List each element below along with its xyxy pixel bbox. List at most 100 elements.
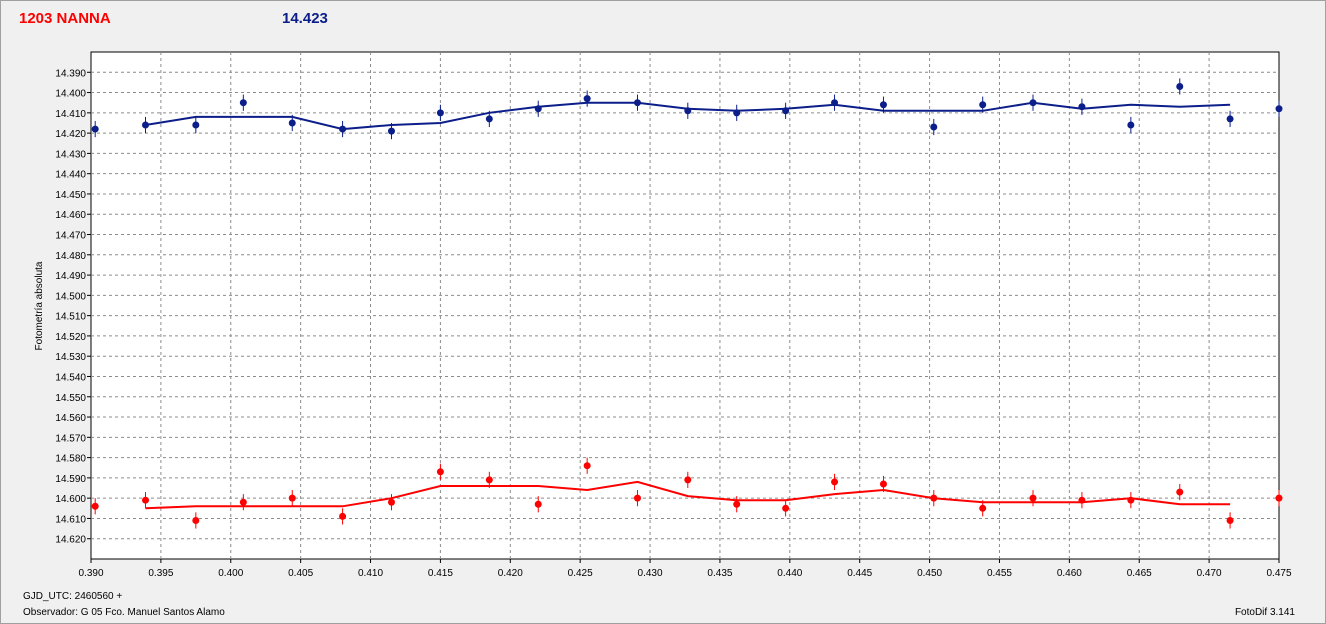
x-tick-label: 0.460 [1057,568,1082,579]
y-tick-label: 14.550 [55,393,86,404]
data-point [288,494,296,502]
y-tick-label: 14.610 [55,514,86,525]
fit-line-series-2 [145,480,1231,510]
x-tick-label: 0.455 [987,568,1012,579]
x-tick-label: 0.405 [288,568,313,579]
x-tick-label: 0.435 [707,568,732,579]
data-point [930,494,938,502]
data-point [733,109,741,117]
observer-label: Observador: G 05 Fco. Manuel Santos Alam… [23,607,225,618]
y-tick-label: 14.480 [55,251,86,262]
x-tick-label: 0.395 [148,568,173,579]
data-point [485,476,493,484]
y-tick-label: 14.530 [55,352,86,363]
x-tick-label: 0.470 [1197,568,1222,579]
y-tick-label: 14.420 [55,129,86,140]
data-point [1029,494,1037,502]
data-point [1275,105,1283,113]
data-point [633,99,641,107]
data-point [192,121,200,129]
y-tick-label: 14.410 [55,109,86,120]
data-point [684,107,692,115]
data-point [1226,115,1234,123]
y-tick-label: 14.500 [55,291,86,302]
data-point [485,115,493,123]
y-tick-label: 14.400 [55,89,86,100]
y-tick-label: 14.430 [55,149,86,160]
data-point [782,504,790,512]
data-point [534,105,542,113]
y-tick-label: 14.580 [55,454,86,465]
data-point [979,101,987,109]
data-point [436,109,444,117]
x-tick-label: 0.420 [498,568,523,579]
data-point [534,500,542,508]
x-tick-label: 0.475 [1266,568,1291,579]
data-point [583,462,591,470]
y-tick-label: 14.600 [55,494,86,505]
y-tick-label: 14.620 [55,535,86,546]
grid [91,52,1279,559]
x-tick-label: 0.415 [428,568,453,579]
gjd-label: GJD_UTC: 2460560 + [23,591,123,602]
y-tick-label: 14.510 [55,312,86,323]
data-point [1176,82,1184,90]
data-point [879,480,887,488]
x-tick-label: 0.440 [777,568,802,579]
y-tick-label: 14.490 [55,271,86,282]
y-tick-label: 14.450 [55,190,86,201]
plot-area [90,51,1280,560]
y-tick-label: 14.520 [55,332,86,343]
data-point [1127,121,1135,129]
data-point [91,502,99,510]
y-tick-label: 14.460 [55,210,86,221]
y-tick-label: 14.440 [55,170,86,181]
data-point [192,516,200,524]
data-point [831,478,839,486]
data-point [239,99,247,107]
data-point [339,512,347,520]
x-axis-ticks: 0.390 0.395 0.400 0.405 0.410 0.415 0.420 0.425… [78,559,1292,579]
x-tick-label: 0.400 [218,568,243,579]
x-tick-label: 0.410 [358,568,383,579]
x-tick-label: 0.465 [1127,568,1152,579]
data-point [142,496,150,504]
data-point [1176,488,1184,496]
data-point [91,125,99,133]
y-tick-label: 14.560 [55,413,86,424]
x-tick-label: 0.445 [847,568,872,579]
data-point [142,121,150,129]
y-axis-label: Fotometría absoluta [34,261,45,350]
object-name-title: 1203 NANNA [19,10,111,27]
x-tick-label: 0.425 [568,568,593,579]
x-tick-label: 0.430 [638,568,663,579]
data-point [1275,494,1283,502]
data-point [831,99,839,107]
data-point [436,468,444,476]
data-point [583,95,591,103]
mean-magnitude-title: 14.423 [282,10,328,27]
data-point [1029,99,1037,107]
data-point [733,500,741,508]
data-point [288,119,296,127]
data-points [91,78,1283,529]
data-point [782,107,790,115]
x-tick-label: 0.390 [78,568,103,579]
data-point [1078,103,1086,111]
y-tick-label: 14.570 [55,433,86,444]
data-point [1127,496,1135,504]
x-tick-label: 0.450 [917,568,942,579]
data-point [930,123,938,131]
y-axis-ticks: 14.390 14.400 14.410 14.420 14.430 14.440 14.4… [55,68,91,546]
y-tick-label: 14.390 [55,68,86,79]
data-point [1226,516,1234,524]
data-point [387,127,395,135]
data-point [979,504,987,512]
data-point [339,125,347,133]
y-tick-label: 14.590 [55,474,86,485]
data-point [633,494,641,502]
y-tick-label: 14.540 [55,372,86,383]
data-point [1078,496,1086,504]
